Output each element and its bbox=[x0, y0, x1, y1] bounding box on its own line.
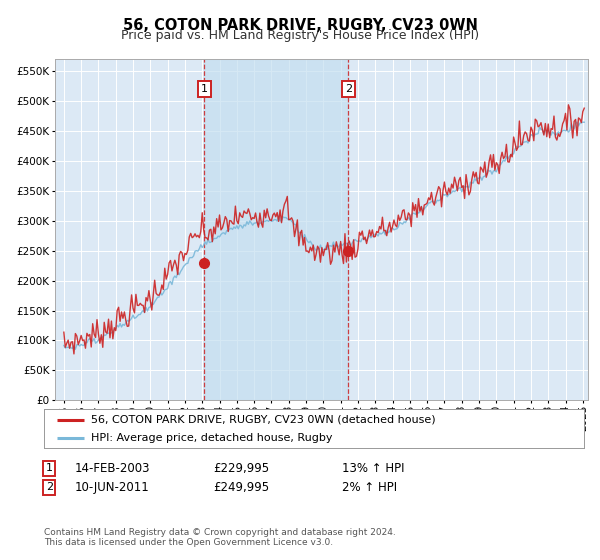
Text: £249,995: £249,995 bbox=[213, 480, 269, 494]
Text: £229,995: £229,995 bbox=[213, 461, 269, 475]
Text: 56, COTON PARK DRIVE, RUGBY, CV23 0WN: 56, COTON PARK DRIVE, RUGBY, CV23 0WN bbox=[122, 18, 478, 33]
Bar bbox=[205, 59, 348, 400]
Text: 2: 2 bbox=[46, 482, 53, 492]
Text: 2: 2 bbox=[344, 84, 352, 94]
Text: 1: 1 bbox=[46, 463, 53, 473]
Text: 1: 1 bbox=[201, 84, 208, 94]
Text: HPI: Average price, detached house, Rugby: HPI: Average price, detached house, Rugb… bbox=[91, 433, 333, 443]
Text: 2% ↑ HPI: 2% ↑ HPI bbox=[342, 480, 397, 494]
Text: 14-FEB-2003: 14-FEB-2003 bbox=[75, 461, 151, 475]
Text: 13% ↑ HPI: 13% ↑ HPI bbox=[342, 461, 404, 475]
Text: Price paid vs. HM Land Registry's House Price Index (HPI): Price paid vs. HM Land Registry's House … bbox=[121, 29, 479, 42]
Text: 56, COTON PARK DRIVE, RUGBY, CV23 0WN (detached house): 56, COTON PARK DRIVE, RUGBY, CV23 0WN (d… bbox=[91, 415, 436, 425]
Text: Contains HM Land Registry data © Crown copyright and database right 2024.
This d: Contains HM Land Registry data © Crown c… bbox=[44, 528, 395, 547]
Text: 10-JUN-2011: 10-JUN-2011 bbox=[75, 480, 150, 494]
